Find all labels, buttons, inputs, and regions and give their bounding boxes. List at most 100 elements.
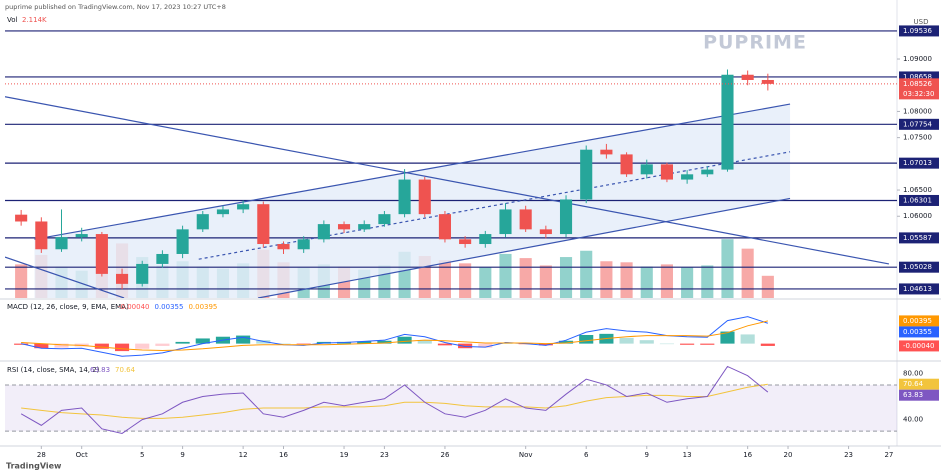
candle-body [176, 229, 189, 254]
macd-histogram [195, 338, 210, 344]
macd-histogram [94, 343, 109, 349]
level-label: 1.07013 [903, 159, 932, 167]
macd-histogram [478, 343, 493, 348]
candle-body [378, 214, 391, 225]
volume-bar [15, 264, 28, 298]
candle-body [337, 224, 351, 230]
candle-body [136, 263, 149, 284]
macd-histogram [155, 343, 170, 346]
candle-body [418, 179, 431, 215]
rsi-band [5, 384, 897, 432]
candle-body [75, 234, 88, 238]
macd-axis-label: 0.00355 [903, 328, 932, 336]
macd-histogram [437, 343, 453, 346]
level-label-box [899, 25, 939, 37]
macd-histogram [377, 340, 392, 344]
macd-histogram [135, 343, 150, 349]
macd-histogram [276, 343, 291, 345]
candle-body [237, 204, 250, 210]
rsi-readout: 70.64 [115, 366, 136, 374]
level-label: 1.09536 [903, 27, 932, 35]
macd-histogram [175, 341, 190, 344]
candle-body [317, 224, 330, 240]
level-label-box [899, 232, 939, 244]
macd-histogram [639, 340, 654, 344]
macd-histogram [34, 343, 49, 349]
macd-histogram [680, 343, 695, 345]
volume-bar [701, 265, 714, 298]
volume-title: Vol [7, 16, 18, 24]
x-tick-label: 23 [380, 451, 389, 459]
candle-body [479, 234, 492, 245]
macd-histogram [579, 335, 594, 344]
level-label: 1.06301 [903, 196, 932, 204]
x-tick-label: 19 [340, 451, 349, 459]
macd-title: MACD (12, 26, close, 9, EMA, EMA) [7, 303, 129, 311]
x-tick-label: 27 [884, 451, 893, 459]
trend-line [34, 103, 791, 240]
candle-body [681, 174, 694, 180]
volume-bar [499, 253, 512, 298]
x-tick-label: 16 [279, 451, 288, 459]
rsi-axis-box [899, 378, 939, 390]
volume-bar [479, 267, 492, 298]
trend-line [257, 197, 791, 298]
x-tick-label: Oct [76, 451, 88, 459]
candle-body [438, 214, 451, 240]
candle-body [761, 79, 774, 84]
macd-histogram [397, 336, 412, 344]
candle-body [95, 234, 108, 274]
last-price-label: 1.08526 [903, 80, 932, 88]
candle-body [640, 164, 653, 175]
x-tick-label: 16 [743, 451, 752, 459]
rsi-title: RSI (14, close, SMA, 14, 2) [7, 366, 100, 374]
level-label: 1.05028 [903, 263, 932, 271]
candle-body [539, 229, 552, 235]
macd-histogram [357, 341, 372, 344]
macd-histogram [458, 343, 473, 349]
rsi-line [20, 365, 769, 434]
y-tick-label: 1.07500 [903, 134, 932, 142]
macd-histogram [417, 340, 432, 344]
candle-body [600, 149, 613, 155]
candle-body [257, 204, 270, 245]
countdown: 03:32:30 [903, 90, 934, 98]
volume-bar [721, 239, 734, 298]
candle-body [499, 209, 512, 235]
candle-body [277, 244, 290, 250]
volume-bar [640, 266, 653, 298]
volume-bar [741, 248, 754, 298]
macd-histogram [114, 343, 130, 352]
candle-body [216, 209, 230, 215]
volume-bar [519, 258, 532, 298]
macd-axis-box [899, 326, 939, 338]
x-tick-label: 9 [645, 451, 649, 459]
y-tick-label: 1.06500 [903, 186, 932, 194]
volume-bar [539, 265, 552, 298]
macd-histogram [236, 335, 251, 344]
macd-histogram [296, 343, 311, 345]
level-label-box [899, 283, 939, 295]
rsi-axis-box [899, 389, 939, 401]
rsi-axis-label: 63.83 [903, 391, 923, 399]
volume-bar [681, 267, 694, 298]
volume-bar [559, 257, 573, 298]
level-label: 1.08658 [903, 73, 932, 81]
macd-line [21, 316, 768, 357]
rsi-tick-label: 40.00 [903, 416, 923, 424]
macd-histogram [558, 340, 574, 344]
trend-line [5, 256, 125, 298]
macd-axis-label: -0.00040 [903, 342, 934, 350]
candle-body [55, 237, 68, 250]
volume-bar [580, 250, 593, 298]
volume-bar [660, 264, 673, 298]
macd-readout: 0.00355 [154, 303, 183, 311]
publisher: puprime published on TradingView.com, No… [5, 3, 226, 11]
rsi-axis-label: 70.64 [903, 380, 924, 388]
watermark: PUPRIME [703, 32, 807, 54]
candle-body [519, 209, 532, 230]
candle-body [459, 239, 472, 245]
candle-body [398, 179, 411, 215]
candle-body [15, 214, 28, 222]
